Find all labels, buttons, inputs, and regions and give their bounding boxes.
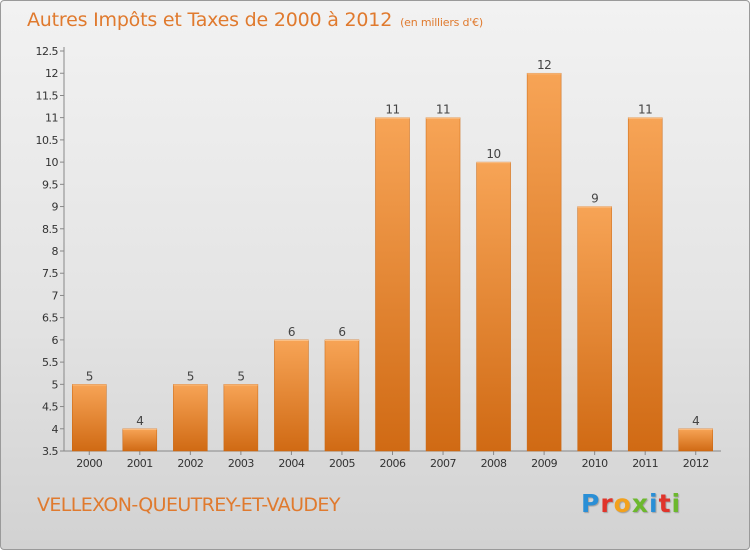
y-tick-label: 3.5 bbox=[42, 445, 58, 458]
value-label: 4 bbox=[136, 414, 143, 428]
y-tick-label: 11 bbox=[45, 112, 58, 125]
y-tick-label: 10 bbox=[45, 156, 58, 169]
logo-letter: i bbox=[649, 489, 659, 518]
commune-name: VELLEXON-QUEUTREY-ET-VAUDEY bbox=[37, 494, 340, 516]
bar-2010 bbox=[577, 206, 612, 452]
proxiti-logo[interactable]: Proxiti bbox=[581, 489, 681, 518]
logo-letter: P bbox=[581, 489, 601, 518]
bar-2001 bbox=[122, 428, 158, 452]
y-tick-label: 7.5 bbox=[42, 267, 58, 280]
bar-2003 bbox=[223, 384, 259, 452]
y-tick-label: 12 bbox=[45, 67, 58, 80]
y-tick-label: 6 bbox=[52, 334, 59, 347]
value-label: 11 bbox=[638, 103, 652, 117]
y-tick-label: 6.5 bbox=[42, 312, 58, 325]
value-label: 11 bbox=[436, 103, 450, 117]
x-tick-label: 2012 bbox=[683, 457, 709, 470]
logo-letter: x bbox=[631, 489, 649, 518]
value-label: 5 bbox=[187, 369, 194, 383]
logo-letter: i bbox=[671, 489, 682, 518]
bar-2002 bbox=[173, 384, 208, 452]
y-tick-label: 7 bbox=[52, 289, 59, 302]
value-label: 4 bbox=[692, 414, 699, 428]
bar-2012 bbox=[678, 428, 713, 452]
value-label: 6 bbox=[338, 325, 345, 339]
y-tick-label: 8 bbox=[52, 245, 59, 258]
x-tick-label: 2000 bbox=[76, 457, 102, 470]
x-tick-label: 2011 bbox=[632, 457, 658, 470]
x-tick-label: 2008 bbox=[481, 457, 507, 470]
x-tick-label: 2005 bbox=[329, 457, 355, 470]
bar-2005 bbox=[324, 339, 360, 452]
bar-2000 bbox=[72, 384, 107, 452]
y-tick-label: 11.5 bbox=[36, 89, 59, 102]
x-tick-label: 2007 bbox=[430, 457, 456, 470]
x-tick-label: 2006 bbox=[380, 457, 406, 470]
y-tick-label: 9 bbox=[52, 201, 59, 214]
y-tick-label: 9.5 bbox=[42, 178, 58, 191]
y-tick-label: 5 bbox=[52, 378, 59, 391]
bar-2009 bbox=[526, 72, 562, 452]
y-tick-label: 12.5 bbox=[36, 45, 59, 58]
bar-2008 bbox=[476, 161, 511, 452]
chart-title-text: Autres Impôts et Taxes de 2000 à 2012 bbox=[27, 9, 393, 31]
logo-letter: o bbox=[613, 489, 632, 518]
bar-2011 bbox=[627, 117, 663, 452]
value-label: 11 bbox=[385, 103, 399, 117]
value-label: 12 bbox=[537, 58, 551, 72]
bar-2006 bbox=[375, 117, 410, 452]
y-tick-label: 10.5 bbox=[36, 134, 59, 147]
y-tick-label: 8.5 bbox=[42, 223, 58, 236]
value-label: 6 bbox=[288, 325, 295, 339]
value-label: 9 bbox=[591, 192, 598, 206]
chart-title: Autres Impôts et Taxes de 2000 à 2012 (en… bbox=[27, 9, 483, 31]
x-tick-label: 2003 bbox=[228, 457, 254, 470]
chart-unit: (en milliers d'€) bbox=[400, 16, 483, 29]
value-label: 10 bbox=[486, 147, 500, 161]
y-tick-label: 5.5 bbox=[42, 356, 58, 369]
x-tick-label: 2002 bbox=[177, 457, 203, 470]
value-label: 5 bbox=[86, 369, 93, 383]
x-tick-label: 2009 bbox=[531, 457, 557, 470]
logo-letter: r bbox=[600, 489, 614, 518]
x-tick-label: 2001 bbox=[127, 457, 153, 470]
bar-2007 bbox=[425, 117, 461, 452]
x-tick-label: 2010 bbox=[582, 457, 608, 470]
value-label: 5 bbox=[237, 369, 244, 383]
y-tick-label: 4.5 bbox=[42, 401, 58, 414]
bar-2004 bbox=[274, 339, 309, 452]
x-tick-label: 2004 bbox=[278, 457, 304, 470]
logo-letter: t bbox=[658, 489, 672, 518]
y-tick-label: 4 bbox=[52, 423, 59, 436]
